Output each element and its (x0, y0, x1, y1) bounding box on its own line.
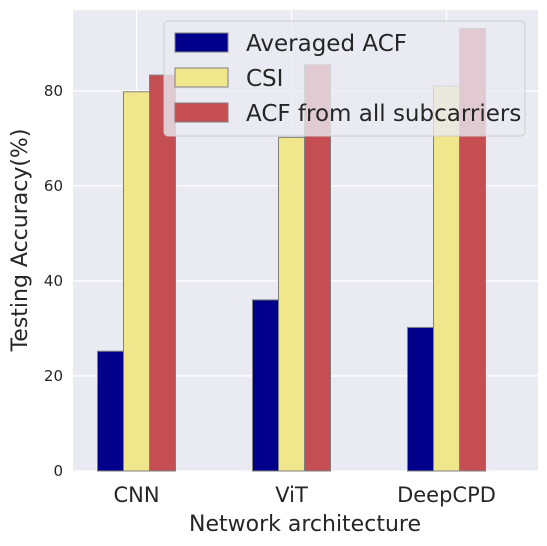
bar (252, 299, 279, 472)
y-tick-label: 80 (44, 82, 63, 100)
legend-swatch (174, 32, 229, 53)
y-tick-label: 60 (44, 177, 63, 195)
bar (433, 85, 460, 472)
bar (97, 350, 124, 472)
legend-label: CSI (246, 66, 283, 92)
y-axis-title: Testing Accuracy(%) (8, 129, 33, 353)
bar (149, 74, 176, 472)
x-category-labels: CNN ViT DeepCPD (113, 483, 495, 507)
x-category-label: DeepCPD (397, 483, 496, 507)
legend-swatch (174, 102, 229, 123)
y-tick-labels: 0 20 40 60 80 (44, 82, 63, 480)
x-category-label: CNN (113, 483, 159, 507)
bar (123, 91, 150, 472)
y-tick-label: 20 (44, 367, 63, 385)
bar (407, 326, 434, 472)
y-tick-label: 40 (44, 272, 63, 290)
legend-label: ACF from all subcarriers (246, 101, 521, 127)
legend-box (163, 20, 526, 137)
legend-label: Averaged ACF (246, 31, 407, 57)
y-tick-label: 0 (53, 462, 63, 480)
x-category-label: ViT (275, 483, 308, 507)
legend: Averaged ACF CSI ACF from all subcarriers (163, 20, 526, 137)
bar (278, 136, 305, 472)
legend-swatch (174, 67, 229, 88)
x-axis-title: Network architecture (189, 512, 421, 537)
